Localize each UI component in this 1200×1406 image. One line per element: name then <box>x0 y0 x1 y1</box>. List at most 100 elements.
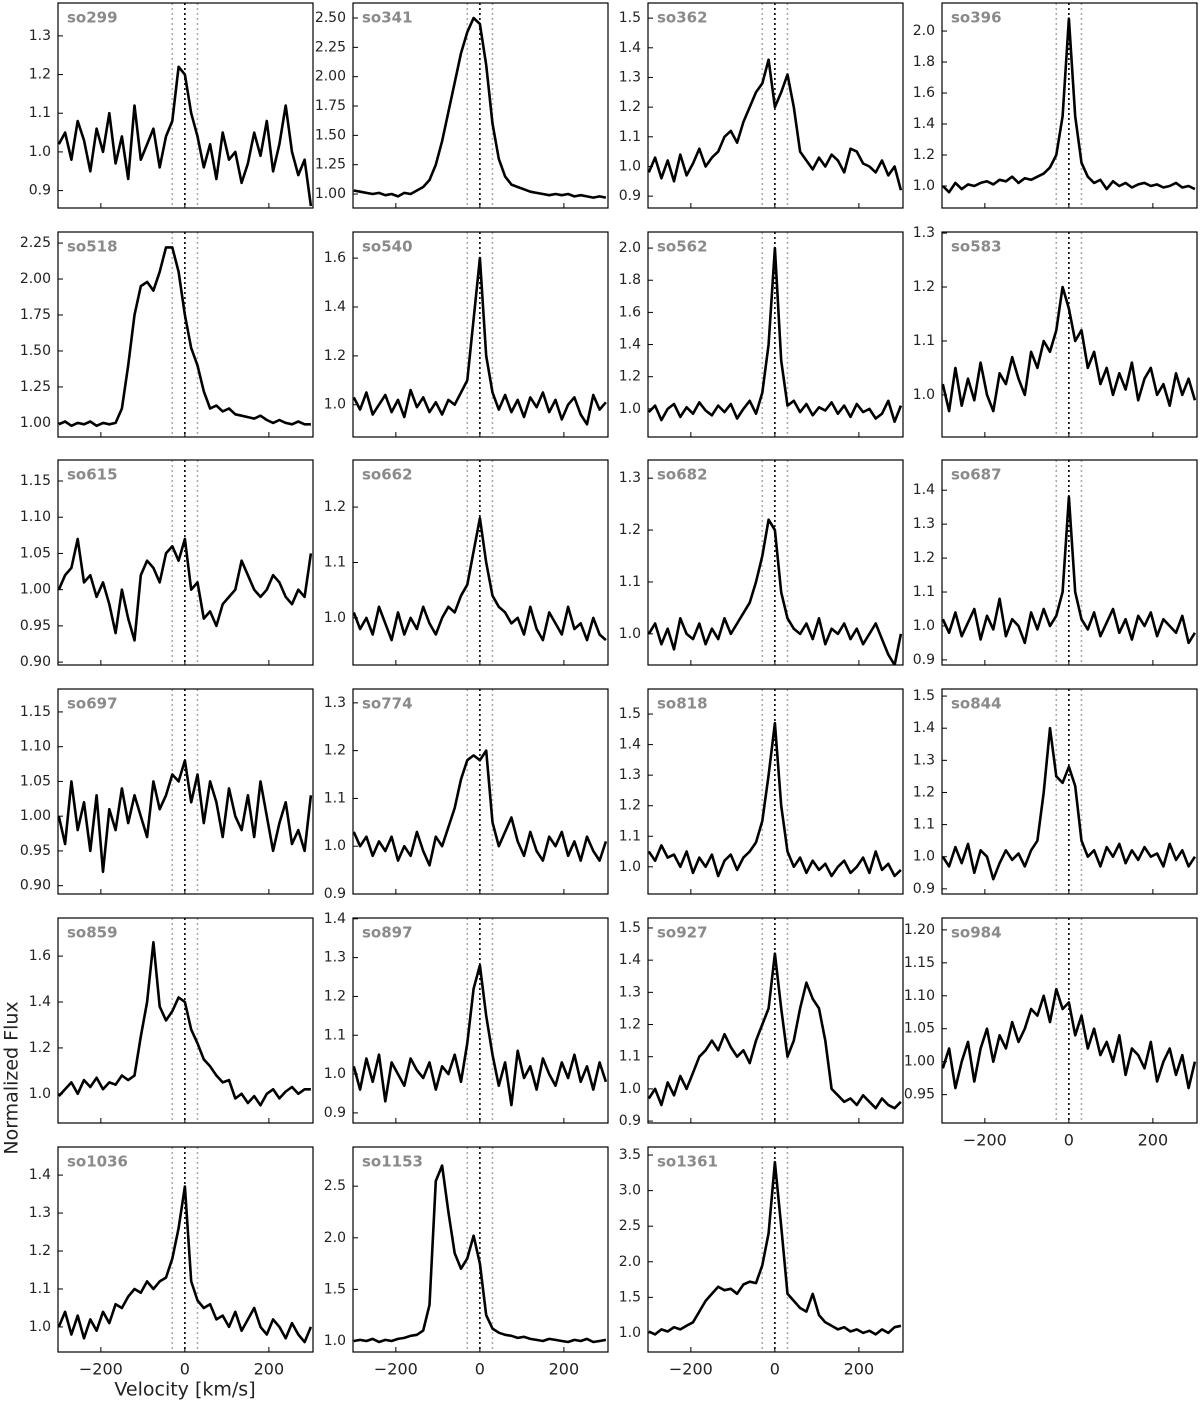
plot-frame <box>352 688 609 895</box>
y-tick-label: 1.3 <box>913 516 935 532</box>
y-tick-label: 1.3 <box>619 767 641 783</box>
plot-frame <box>352 2 609 209</box>
plot-frame <box>647 231 904 438</box>
panel-title: so562 <box>657 238 708 256</box>
y-tick-label: 0.9 <box>913 881 935 897</box>
y-tick-label: 1.05 <box>20 545 51 561</box>
y-tick-label: 1.6 <box>913 85 935 101</box>
y-tick-label: 1.2 <box>913 784 935 800</box>
y-tick-label: 1.1 <box>324 555 346 571</box>
spectrum-line <box>648 1160 902 1336</box>
panel: 1.00 1.25 1.50 1.75 2.00 2.25 so518 <box>20 231 314 438</box>
y-tick-label: 0.9 <box>324 1105 346 1121</box>
y-tick-label: 2.0 <box>619 240 641 256</box>
panel-title: so897 <box>362 924 413 942</box>
y-tick-label: 1.00 <box>20 808 51 824</box>
y-tick-label: 1.00 <box>20 582 51 598</box>
y-tick-label: 1.2 <box>29 67 51 83</box>
spectrum-line <box>353 1164 607 1344</box>
y-tick-label: 1.1 <box>29 1281 51 1297</box>
panel-title: so1361 <box>657 1153 718 1171</box>
y-tick-label: 1.15 <box>904 955 935 971</box>
y-tick-label: 1.4 <box>29 994 51 1010</box>
y-tick-label: 1.2 <box>29 1040 51 1056</box>
y-tick-label: 1.20 <box>904 922 935 938</box>
y-tick-label: 1.3 <box>913 752 935 768</box>
x-tick-label: 200 <box>549 1360 580 1379</box>
panel-title: so662 <box>362 466 413 484</box>
y-tick-label: 1.4 <box>29 1167 51 1183</box>
panel: 1.0 1.2 1.4 1.6 1.8 2.0 so396 <box>913 2 1198 209</box>
y-tick-label: 1.3 <box>619 69 641 85</box>
x-tick-label: 0 <box>770 1360 780 1379</box>
y-tick-label: 3.5 <box>619 1147 641 1163</box>
y-tick-label: 0.95 <box>20 618 51 634</box>
panel: 1.0 1.1 1.2 1.3 1.4 −200 0 200 so1036 <box>29 1146 314 1379</box>
y-tick-label: 1.50 <box>315 127 346 143</box>
panel-title: so687 <box>951 466 1002 484</box>
spectrum-line <box>942 17 1196 194</box>
y-tick-label: 2.5 <box>324 1178 346 1194</box>
spectrum-line <box>58 941 311 1107</box>
plot-frame <box>647 459 904 666</box>
spectrum-line <box>58 65 313 207</box>
y-tick-label: 1.1 <box>619 129 641 145</box>
panel: 0.90 0.95 1.00 1.05 1.10 1.15 so697 <box>20 688 314 895</box>
plot-frame <box>352 459 609 666</box>
panel: 0.9 1.0 1.1 1.2 1.3 1.4 1.5 so927 <box>619 917 904 1129</box>
y-tick-label: 0.90 <box>20 654 51 670</box>
panel-title: so818 <box>657 695 708 713</box>
panel-title: so615 <box>67 466 118 484</box>
y-tick-label: 1.15 <box>20 704 51 720</box>
y-tick-label: 1.00 <box>904 1054 935 1070</box>
y-tick-label: 2.0 <box>619 1254 641 1270</box>
y-tick-label: 1.10 <box>20 739 51 755</box>
plot-frame <box>941 231 1198 438</box>
panel: 1.0 1.1 1.2 1.3 so583 <box>913 225 1198 438</box>
x-tick-label: −200 <box>374 1360 418 1379</box>
panel: 1.0 1.2 1.4 1.6 so859 <box>29 917 314 1124</box>
y-tick-label: 1.3 <box>29 28 51 44</box>
y-tick-label: 0.9 <box>324 886 346 902</box>
spectrum-line <box>648 246 903 423</box>
panel: 1.0 1.5 2.0 2.5 3.0 3.5 −200 0 200 so1361 <box>619 1146 904 1379</box>
y-tick-label: 1.5 <box>913 688 935 704</box>
panel-title: so697 <box>67 695 118 713</box>
spectrum-line <box>648 518 903 665</box>
x-tick-label: −200 <box>669 1360 713 1379</box>
x-tick-label: −200 <box>79 1360 123 1379</box>
x-tick-label: 0 <box>180 1360 190 1379</box>
y-tick-label: 1.2 <box>324 743 346 759</box>
plot-frame <box>352 231 609 438</box>
y-tick-label: 1.3 <box>324 695 346 711</box>
spectrum-line <box>58 759 313 874</box>
panel: 0.9 1.0 1.1 1.2 1.3 so299 <box>29 2 314 209</box>
y-tick-label: 1.6 <box>324 250 346 266</box>
y-tick-label: 1.1 <box>324 790 346 806</box>
y-tick-label: 1.1 <box>619 574 641 590</box>
y-tick-label: 1.3 <box>619 984 641 1000</box>
y-tick-label: 1.1 <box>913 817 935 833</box>
y-tick-label: 0.9 <box>619 188 641 204</box>
plot-frame <box>57 459 314 666</box>
y-tick-label: 2.00 <box>315 69 346 85</box>
y-tick-label: 1.6 <box>619 304 641 320</box>
y-tick-label: 2.25 <box>20 235 51 251</box>
y-tick-label: 1.2 <box>913 279 935 295</box>
y-tick-label: 1.1 <box>913 333 935 349</box>
y-tick-label: 0.9 <box>913 652 935 668</box>
y-tick-label: 1.3 <box>29 1205 51 1221</box>
y-tick-label: 1.2 <box>619 1017 641 1033</box>
y-tick-label: 0.95 <box>20 843 51 859</box>
y-tick-label: 2.25 <box>315 39 346 55</box>
panel-title: so341 <box>362 9 413 27</box>
y-tick-label: 1.1 <box>619 1049 641 1065</box>
y-tick-label: 0.9 <box>29 183 51 199</box>
y-tick-label: 1.0 <box>619 1081 641 1097</box>
spectrum-line <box>58 246 311 428</box>
y-tick-label: 1.0 <box>619 859 641 875</box>
panel-title: so1036 <box>67 1153 128 1171</box>
y-tick-label: 0.9 <box>619 1113 641 1129</box>
panel-title: so518 <box>67 238 118 256</box>
spectrum-line <box>353 964 608 1107</box>
